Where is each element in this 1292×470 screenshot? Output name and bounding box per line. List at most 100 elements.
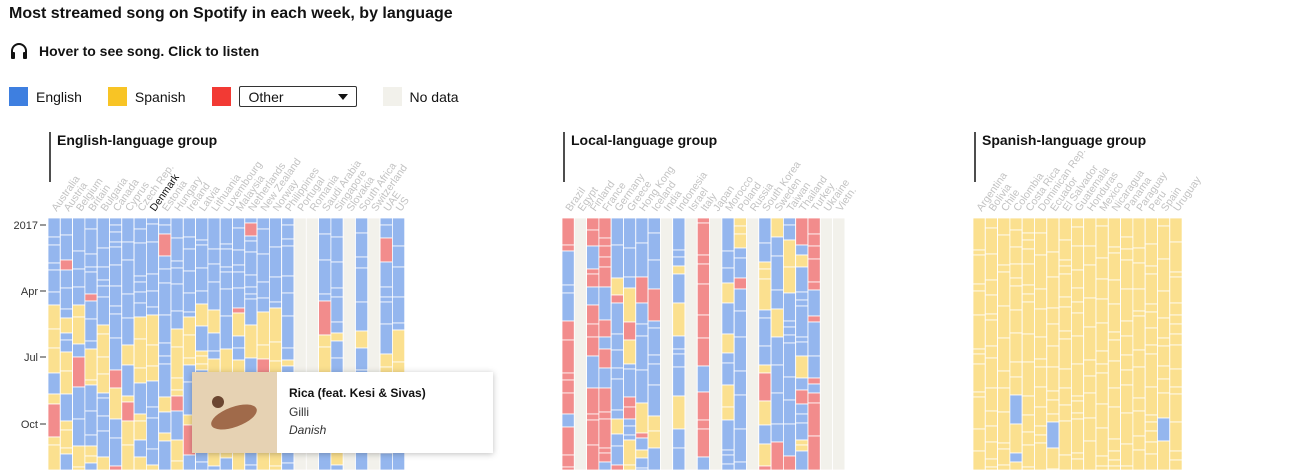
week-cell[interactable]: [1046, 447, 1060, 470]
week-cell[interactable]: [1169, 276, 1183, 304]
week-cell[interactable]: [997, 337, 1011, 372]
week-cell[interactable]: [1083, 417, 1097, 442]
week-cell[interactable]: [647, 320, 661, 329]
week-cell[interactable]: [807, 233, 821, 247]
week-cell[interactable]: [96, 324, 110, 335]
week-cell[interactable]: [1009, 332, 1023, 363]
week-cell[interactable]: [244, 217, 258, 224]
week-cell[interactable]: [635, 432, 649, 439]
week-cell[interactable]: [972, 450, 986, 470]
week-cell[interactable]: [170, 395, 184, 412]
week-cell[interactable]: [1058, 265, 1072, 275]
week-cell[interactable]: [997, 370, 1011, 389]
week-cell[interactable]: [1095, 322, 1109, 352]
week-cell[interactable]: [635, 217, 649, 244]
week-cell[interactable]: [696, 314, 710, 339]
week-cell[interactable]: [623, 396, 637, 408]
week-cell[interactable]: [84, 300, 98, 320]
week-cell[interactable]: [997, 411, 1011, 444]
week-cell[interactable]: [610, 409, 624, 420]
week-cell[interactable]: [733, 217, 747, 227]
week-cell[interactable]: [598, 447, 612, 454]
week-cell[interactable]: [647, 232, 661, 261]
week-cell[interactable]: [984, 294, 998, 315]
week-cell[interactable]: [598, 367, 612, 389]
week-cell[interactable]: [1058, 368, 1072, 389]
week-cell[interactable]: [1009, 246, 1023, 265]
week-cell[interactable]: [145, 217, 160, 225]
week-cell[interactable]: [561, 426, 575, 456]
week-cell[interactable]: [268, 276, 283, 303]
week-cell[interactable]: [195, 239, 209, 246]
week-cell[interactable]: [1120, 412, 1134, 445]
week-cell[interactable]: [219, 315, 233, 350]
week-cell[interactable]: [1083, 375, 1097, 394]
week-cell[interactable]: [1169, 368, 1183, 388]
week-cell[interactable]: [1009, 229, 1023, 248]
week-cell[interactable]: [1144, 273, 1158, 305]
week-cell[interactable]: [984, 425, 998, 443]
week-cell[interactable]: [256, 281, 270, 299]
week-cell[interactable]: [170, 283, 184, 312]
week-cell[interactable]: [635, 302, 649, 325]
week-cell[interactable]: [1144, 327, 1158, 346]
week-cell[interactable]: [1095, 298, 1109, 324]
week-cell[interactable]: [1034, 308, 1048, 338]
week-cell[interactable]: [109, 217, 123, 226]
week-cell[interactable]: [1021, 248, 1035, 265]
week-cell[interactable]: [379, 286, 393, 298]
week-cell[interactable]: [721, 217, 735, 252]
week-cell[interactable]: [997, 271, 1011, 307]
week-cell[interactable]: [1034, 386, 1048, 408]
week-cell[interactable]: [96, 333, 110, 358]
week-cell[interactable]: [195, 267, 209, 292]
week-cell[interactable]: [1009, 263, 1023, 279]
week-cell[interactable]: [1034, 288, 1048, 310]
week-cell[interactable]: [1169, 333, 1183, 346]
week-cell[interactable]: [158, 411, 172, 434]
week-cell[interactable]: [561, 244, 575, 252]
week-cell[interactable]: [610, 217, 624, 246]
week-cell[interactable]: [610, 277, 624, 296]
week-cell[interactable]: [1107, 406, 1122, 440]
week-cell[interactable]: [972, 353, 986, 365]
week-cell[interactable]: [1157, 392, 1171, 419]
week-cell[interactable]: [1083, 392, 1097, 419]
week-cell[interactable]: [59, 420, 73, 431]
week-cell[interactable]: [121, 420, 135, 446]
week-cell[interactable]: [721, 282, 735, 304]
week-cell[interactable]: [1095, 372, 1109, 405]
week-cell[interactable]: [244, 235, 258, 242]
week-cell[interactable]: [1034, 366, 1048, 388]
week-cell[interactable]: [1157, 378, 1171, 394]
week-cell[interactable]: [997, 387, 1011, 413]
week-cell[interactable]: [84, 318, 98, 342]
week-cell[interactable]: [1034, 254, 1048, 290]
week-cell[interactable]: [1046, 366, 1060, 392]
week-cell[interactable]: [330, 236, 344, 263]
week-cell[interactable]: [145, 223, 160, 243]
week-cell[interactable]: [623, 321, 637, 341]
week-cell[interactable]: [1058, 259, 1072, 267]
week-cell[interactable]: [561, 292, 575, 322]
week-cell[interactable]: [281, 238, 295, 247]
week-cell[interactable]: [610, 367, 624, 380]
week-cell[interactable]: [158, 432, 172, 442]
week-cell[interactable]: [807, 435, 821, 470]
week-cell[interactable]: [1107, 331, 1122, 341]
week-cell[interactable]: [1046, 251, 1060, 278]
week-cell[interactable]: [807, 402, 821, 437]
week-cell[interactable]: [133, 242, 147, 277]
week-cell[interactable]: [1058, 306, 1072, 332]
week-cell[interactable]: [1157, 317, 1171, 339]
week-cell[interactable]: [1034, 232, 1048, 256]
week-cell[interactable]: [1009, 277, 1023, 287]
week-cell[interactable]: [47, 269, 61, 293]
week-cell[interactable]: [47, 291, 61, 306]
week-cell[interactable]: [1021, 239, 1035, 250]
week-cell[interactable]: [207, 281, 221, 311]
week-cell[interactable]: [586, 217, 600, 231]
week-cell[interactable]: [170, 377, 184, 391]
week-cell[interactable]: [84, 445, 98, 457]
week-cell[interactable]: [59, 317, 73, 334]
